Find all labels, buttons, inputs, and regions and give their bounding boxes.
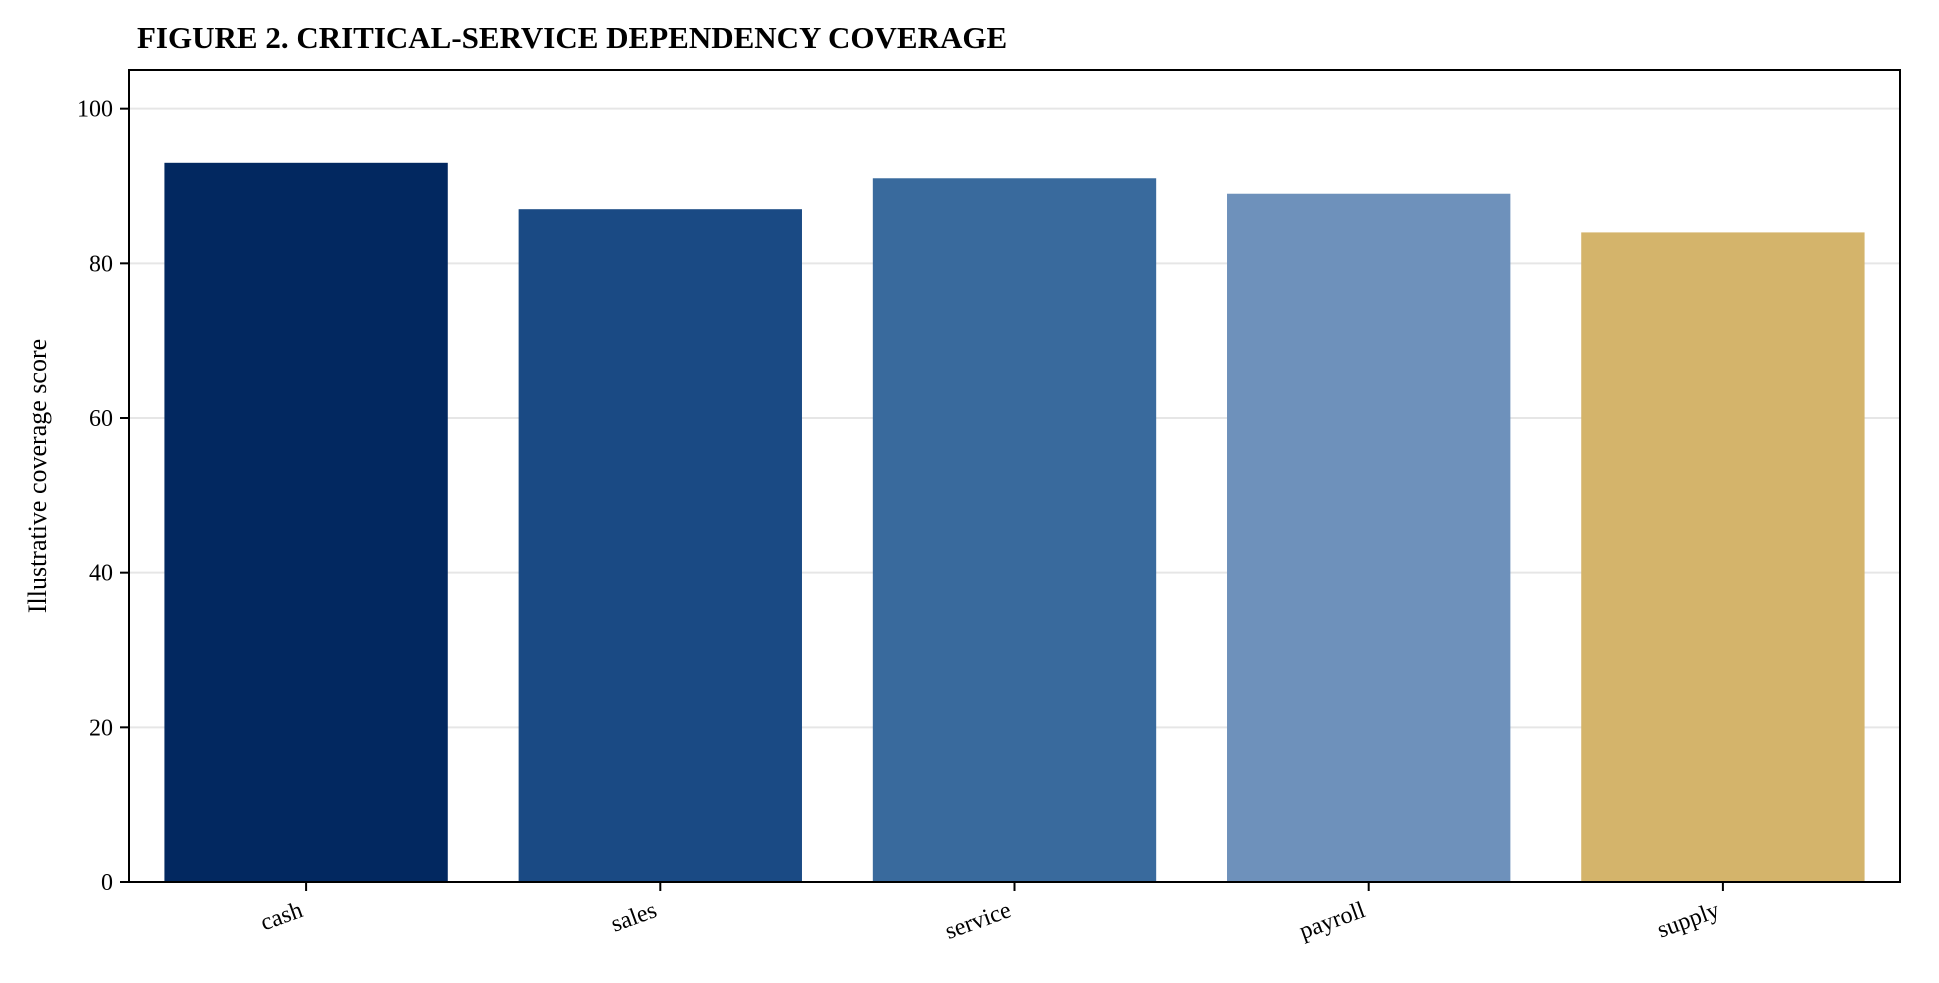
bar-supply — [1581, 232, 1865, 882]
x-axis-ticks: cash sales service payroll supply — [257, 882, 1724, 945]
y-axis-label: Illustrative coverage score — [23, 339, 52, 613]
x-tick-label: sales — [608, 897, 661, 937]
y-tick-label: 20 — [89, 715, 113, 741]
y-axis-ticks: 0 20 40 60 80 100 — [77, 97, 129, 896]
bar-service — [872, 178, 1157, 882]
y-tick-label: 80 — [89, 251, 113, 277]
x-tick-label: payroll — [1296, 897, 1369, 945]
y-tick-label: 0 — [101, 870, 113, 896]
y-tick-label: 40 — [89, 561, 113, 587]
bar-cash — [164, 162, 448, 883]
y-tick-label: 100 — [77, 97, 113, 123]
x-tick-label: service — [942, 897, 1015, 945]
x-tick-label: supply — [1654, 897, 1723, 943]
bars — [164, 162, 1865, 883]
y-tick-label: 60 — [89, 406, 113, 432]
x-tick-label: cash — [257, 897, 306, 936]
chart-title: FIGURE 2. CRITICAL-SERVICE DEPENDENCY CO… — [137, 20, 1007, 55]
bar-payroll — [1227, 193, 1511, 882]
bar-sales — [518, 209, 802, 882]
